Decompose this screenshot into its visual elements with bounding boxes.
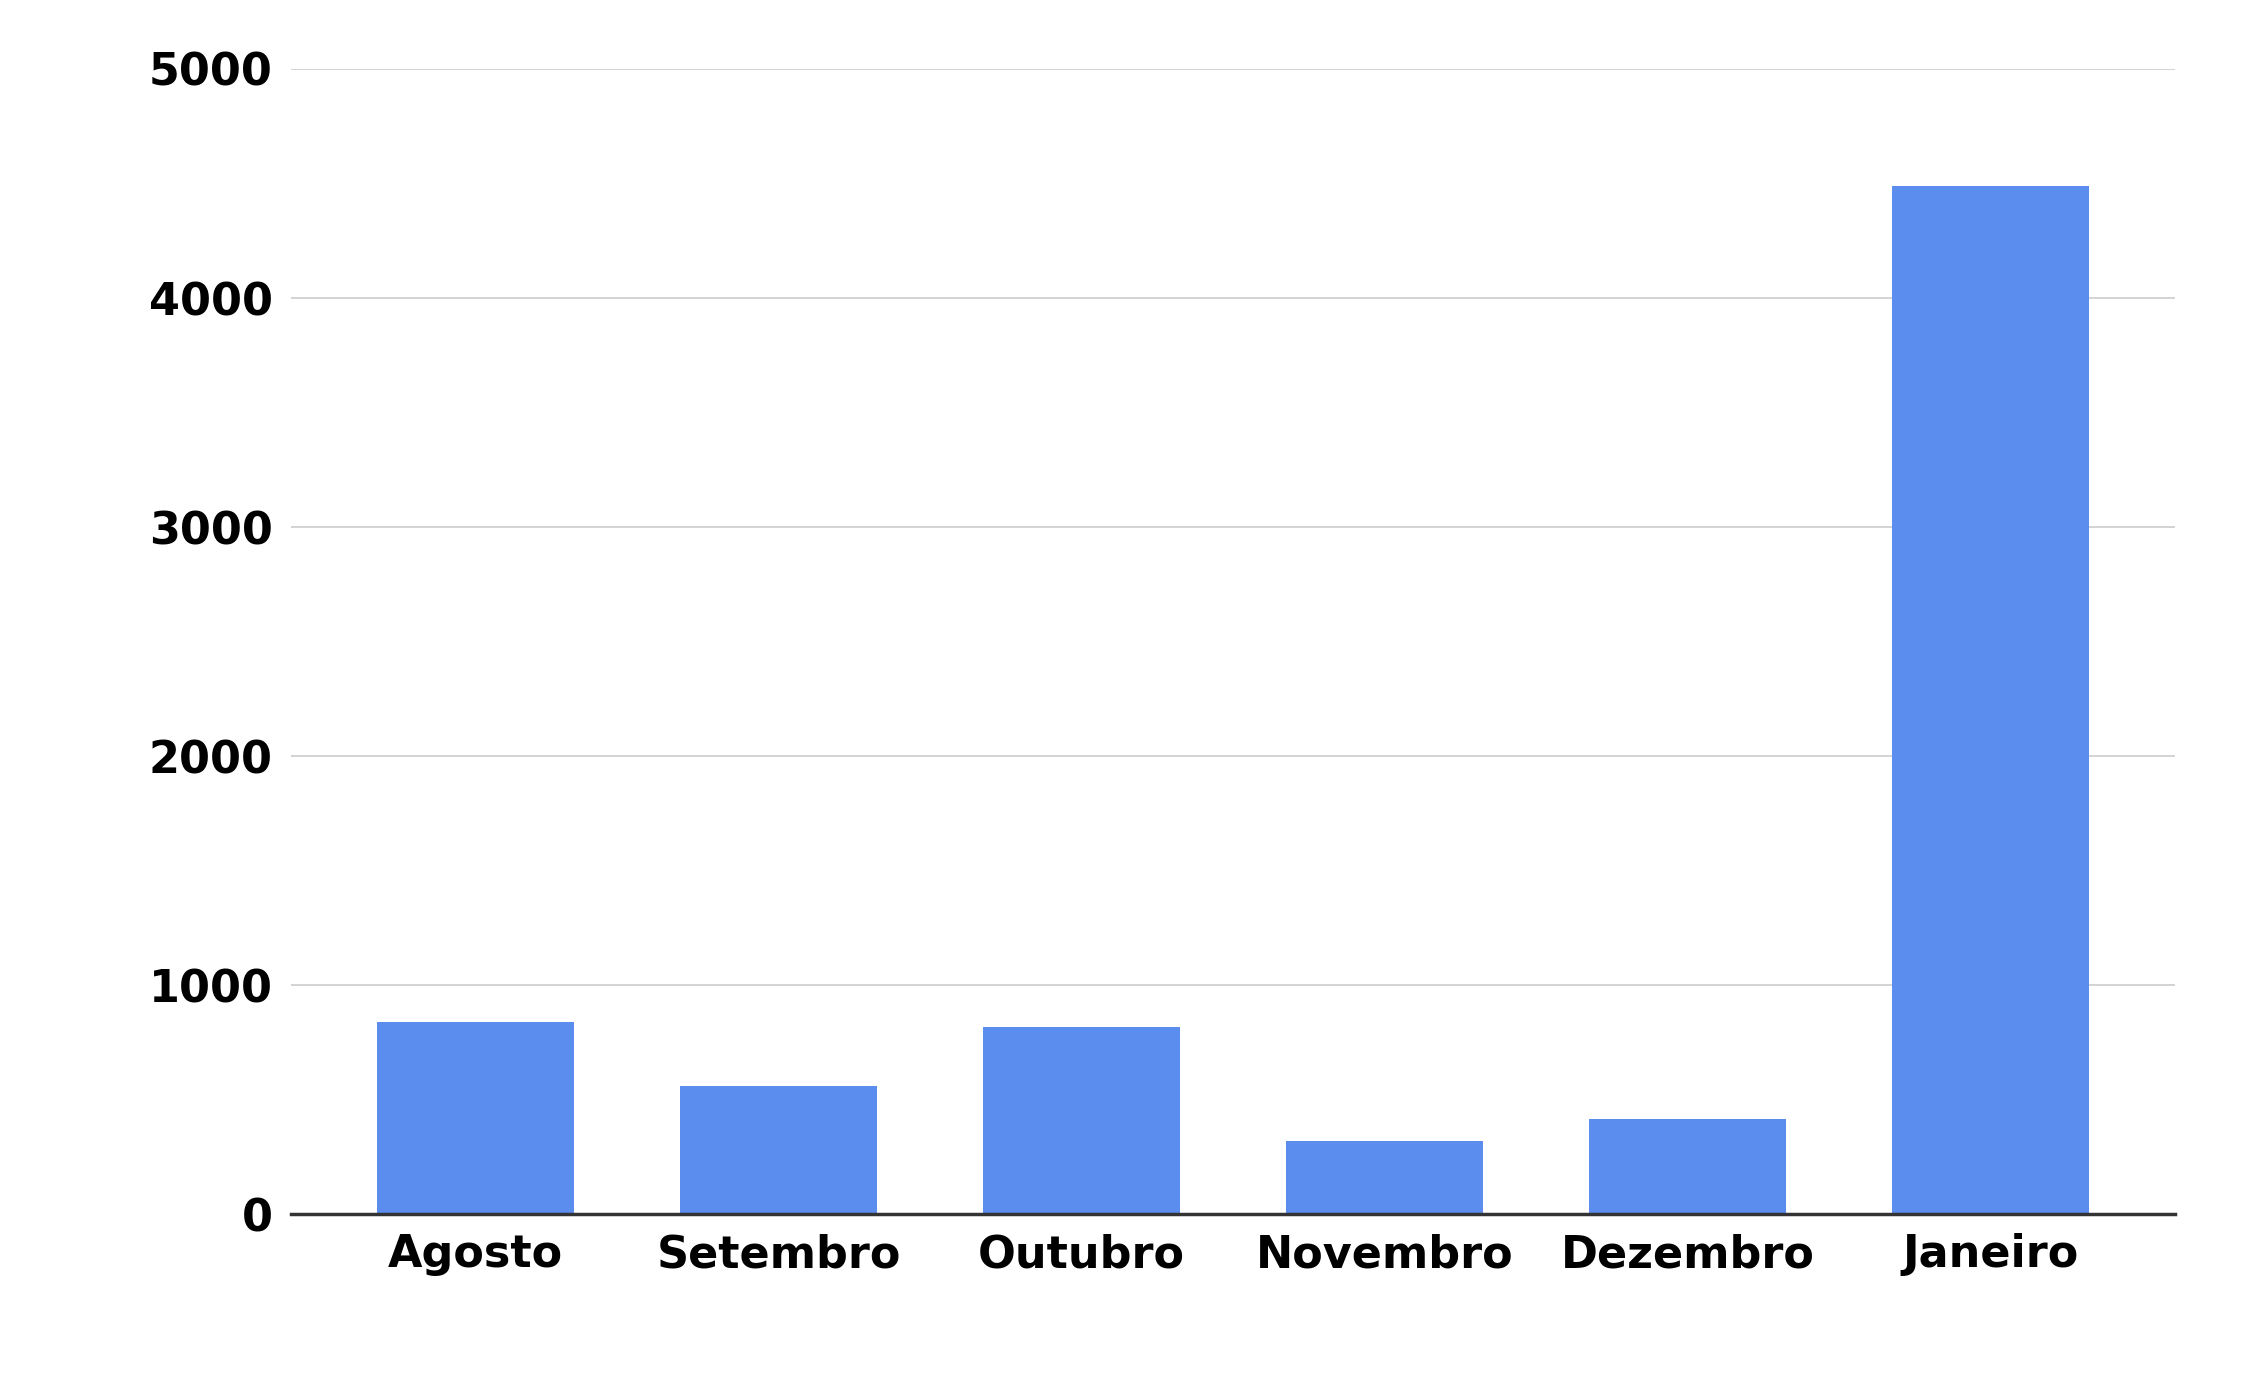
Bar (377, 1023, 574, 1214)
Bar (1590, 1119, 1787, 1214)
Bar (679, 1086, 877, 1214)
Bar (1892, 186, 2090, 1214)
Bar (1287, 1141, 1484, 1214)
Bar (982, 1027, 1179, 1214)
